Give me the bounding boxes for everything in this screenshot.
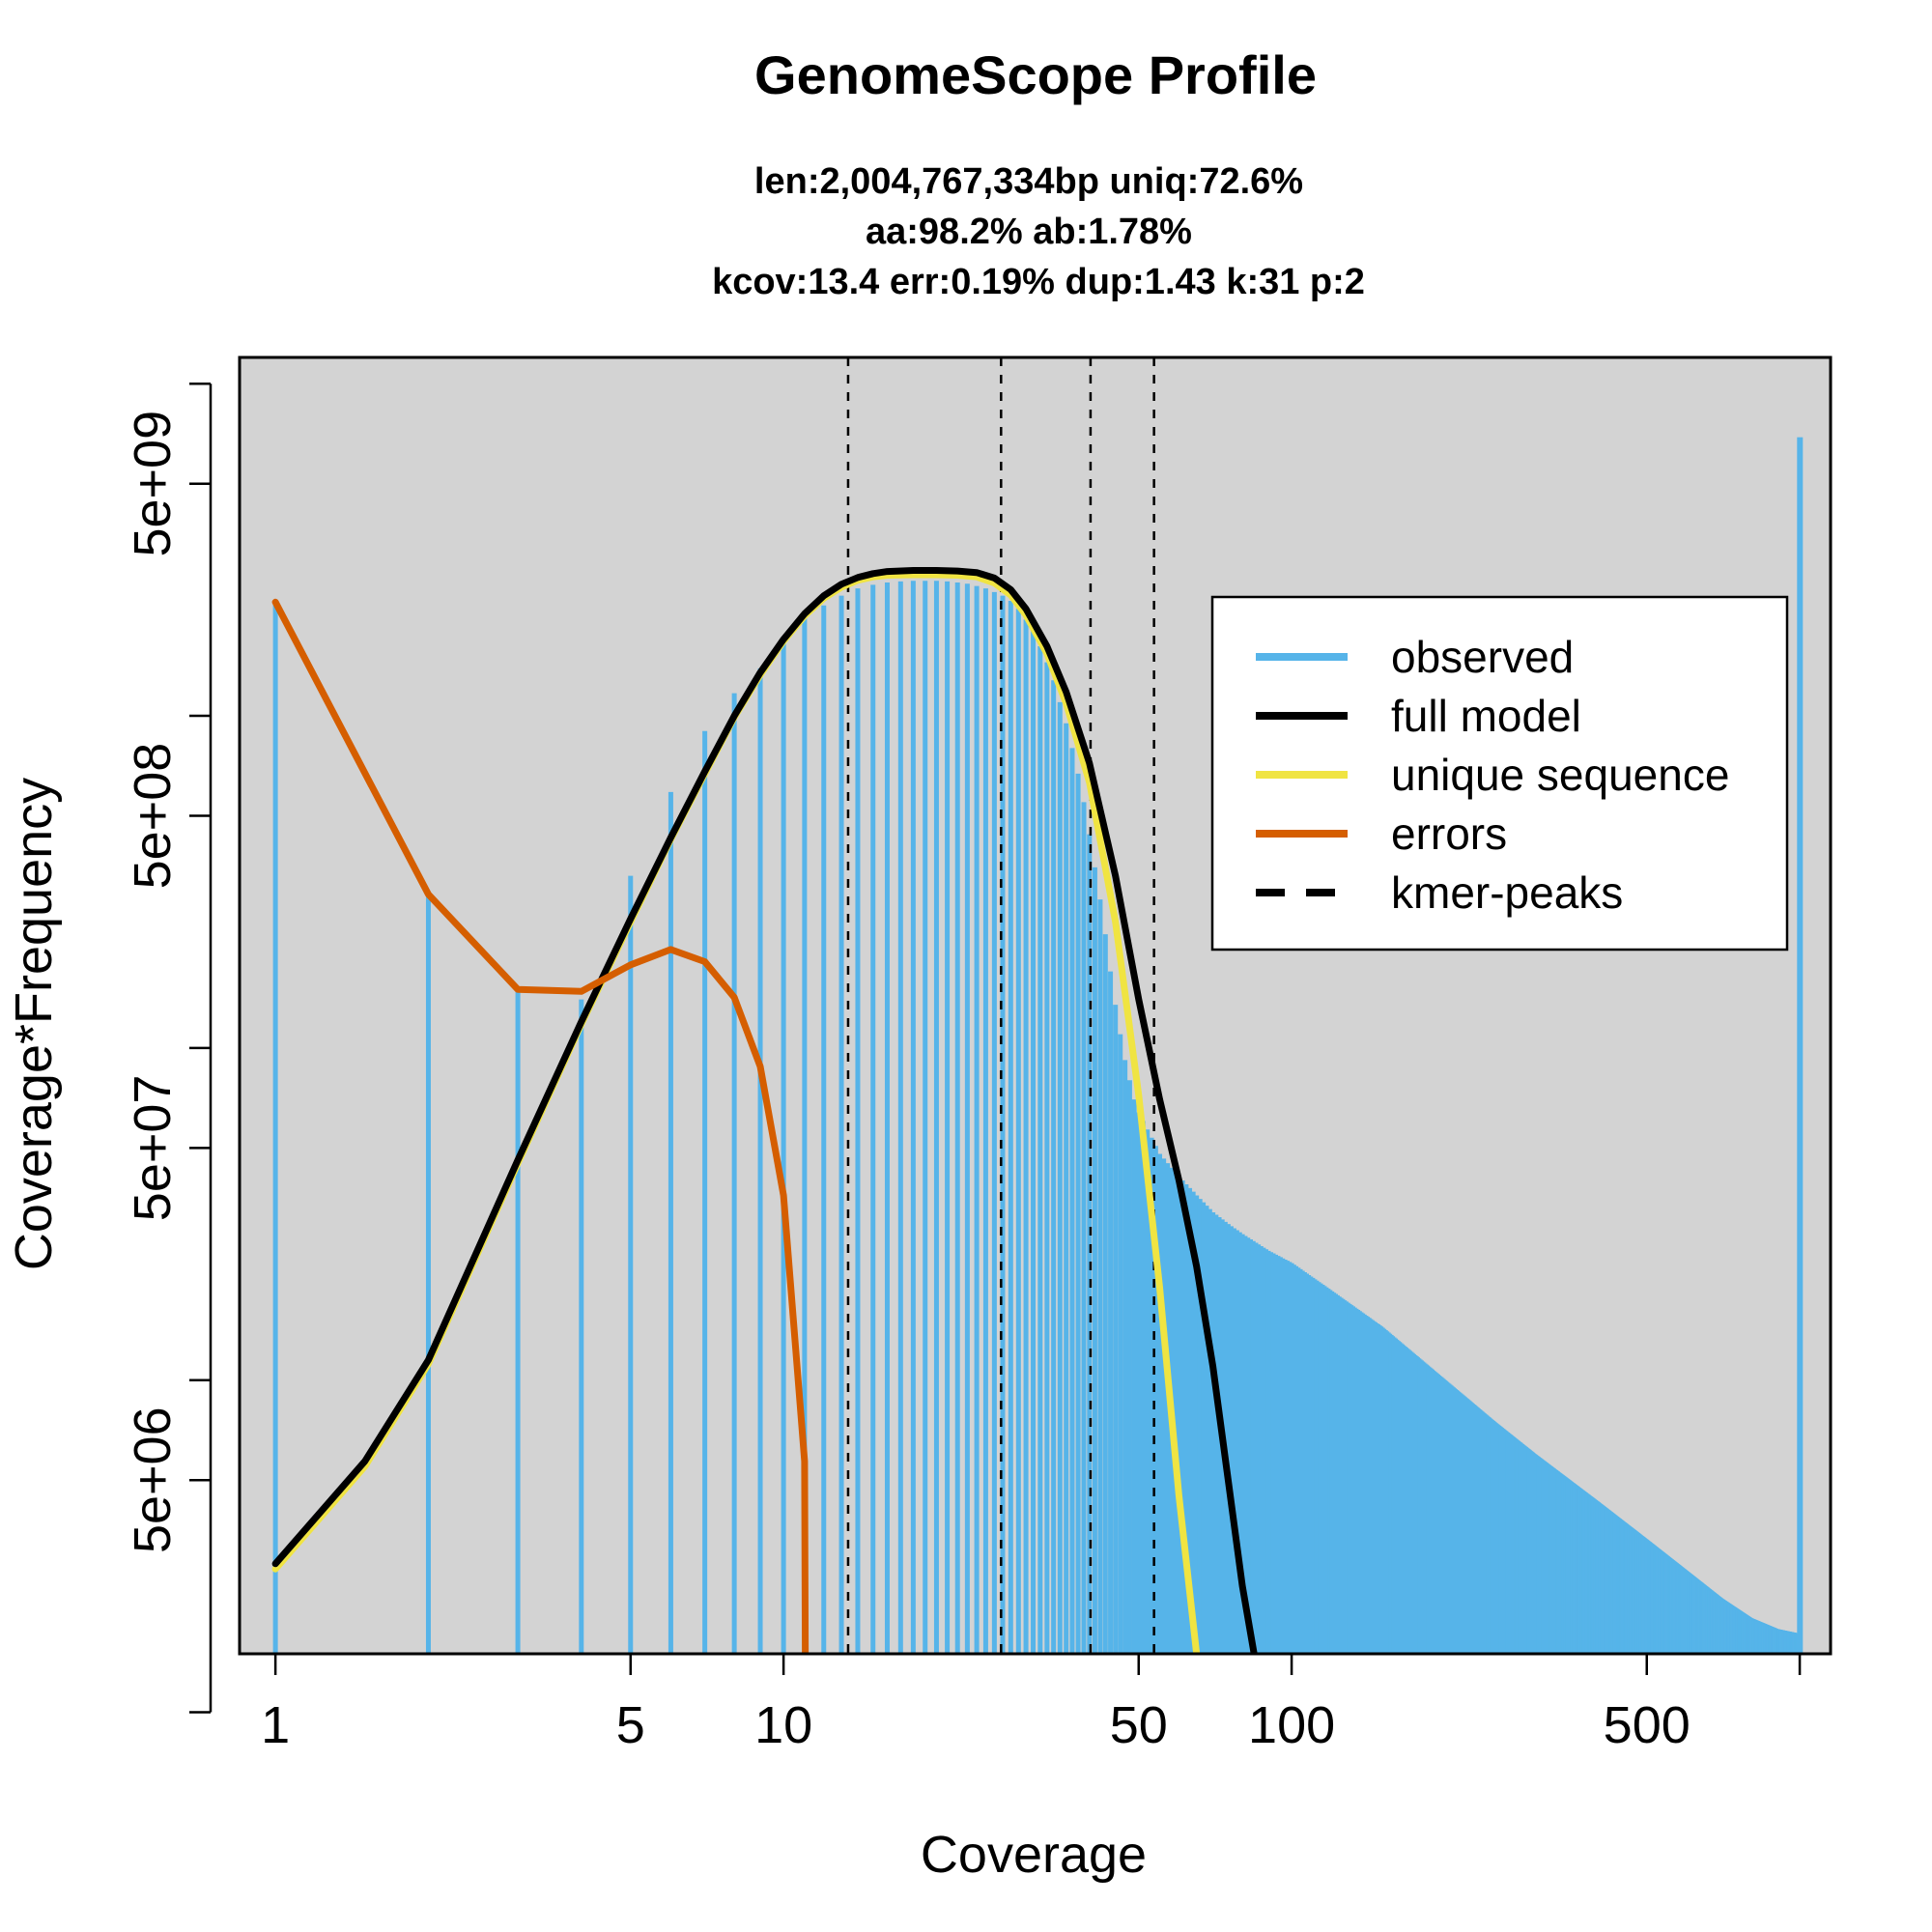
legend-label-kmer-peaks: kmer-peaks — [1391, 867, 1623, 918]
x-axis-label: Coverage — [921, 1826, 1147, 1884]
series-line-errors — [271, 598, 810, 1654]
legend-label-unique-sequence: unique sequence — [1391, 750, 1729, 800]
x-tick-label: 1 — [261, 1696, 290, 1754]
x-tick-label: 500 — [1604, 1696, 1690, 1754]
y-axis-label: Coverage*Frequency — [5, 778, 63, 1270]
series-line-full-model — [271, 567, 1258, 1654]
axes: 1 5 10 50 100 500 5e+06 5e+07 5e+08 5e+09 — [124, 355, 1833, 1754]
chart-subtitle-line-2: aa:98.2% ab:1.78% — [866, 212, 1192, 252]
chart-subtitle-line-3: kcov:13.4 err:0.19% dup:1.43 k:31 p:2 — [712, 262, 1365, 302]
kmer-peaks — [846, 357, 1155, 1654]
chart-title: GenomeScope Profile — [754, 44, 1317, 105]
legend-label-full-model: full model — [1391, 691, 1581, 741]
legend: observed full model unique sequence errors k… — [1210, 595, 1789, 952]
plot-area — [240, 357, 1831, 1654]
legend-label-observed: observed — [1391, 632, 1574, 682]
y-tick-label: 5e+06 — [124, 1406, 182, 1553]
chart-subtitle-line-1: len:2,004,767,334bp uniq:72.6% — [754, 161, 1303, 202]
x-tick-label: 50 — [1110, 1696, 1168, 1754]
y-tick-label: 5e+09 — [124, 411, 182, 557]
y-tick-label: 5e+08 — [124, 743, 182, 890]
x-tick-label: 100 — [1248, 1696, 1335, 1754]
y-tick-label: 5e+07 — [124, 1075, 182, 1222]
observed-series — [272, 437, 1804, 1654]
x-tick-label: 5 — [616, 1696, 645, 1754]
legend-label-errors: errors — [1391, 809, 1507, 859]
x-tick-label: 10 — [754, 1696, 812, 1754]
plot-content — [271, 357, 1804, 1654]
